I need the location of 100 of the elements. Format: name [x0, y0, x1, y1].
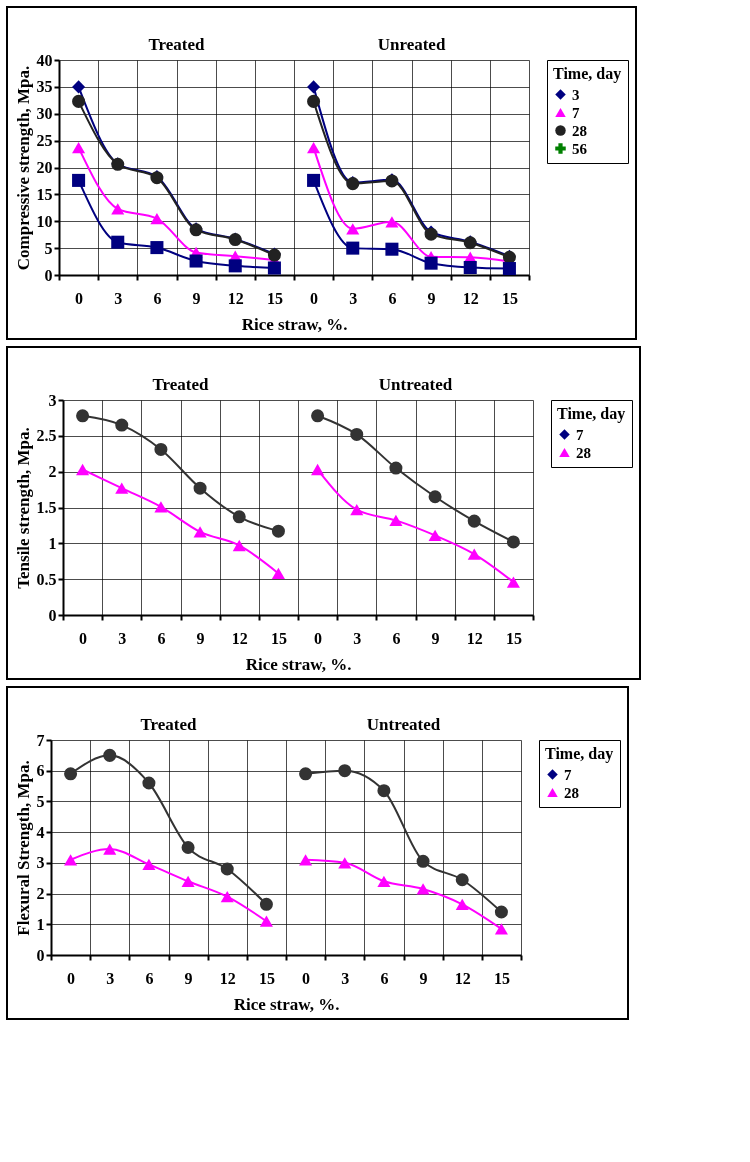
point [424, 256, 438, 270]
point [307, 80, 321, 94]
point [150, 241, 164, 255]
legend-label: 56 [572, 140, 588, 157]
x-tick-label: 0 [79, 629, 88, 647]
y-tick-label: 30 [36, 105, 53, 123]
text: Unreated [377, 35, 446, 54]
x-tick-label: 6 [145, 969, 154, 987]
point [455, 898, 469, 910]
point [377, 875, 391, 887]
point [115, 418, 129, 432]
y-tick-label: 1 [48, 534, 57, 552]
point [338, 857, 352, 869]
point [350, 427, 364, 441]
legend-title: Time, day [553, 65, 622, 83]
x-tick-label: 15 [258, 969, 275, 987]
y-tick-label: 2 [36, 885, 45, 903]
x-tick-label: 9 [184, 969, 193, 987]
point [307, 141, 321, 154]
y-tick-label: 0.5 [36, 570, 57, 588]
point [494, 905, 508, 919]
x-tick-label: 3 [349, 289, 358, 307]
y-tick-label: 3 [36, 854, 45, 872]
legend-label: 28 [572, 122, 587, 139]
y-axis-title: Tensile strength, Mpa. [13, 427, 33, 589]
point [307, 94, 321, 108]
text: Treated [148, 35, 206, 54]
x-tick-label: 3 [353, 629, 362, 647]
y-tick-label: 1.5 [36, 499, 57, 516]
x-tick-label: 0 [302, 969, 311, 987]
point [103, 748, 117, 762]
y-tick-label: 10 [36, 212, 53, 230]
x-tick-label: 15 [270, 629, 287, 647]
x-tick-label: 0 [314, 629, 323, 647]
x-axis-title: Rice straw, %. [233, 994, 340, 1014]
y-tick-label: 2.5 [36, 427, 57, 445]
text: Untreated [366, 715, 441, 734]
x-tick-label: 0 [67, 969, 76, 987]
point [76, 409, 90, 423]
point [350, 504, 364, 516]
point [181, 875, 195, 887]
y-tick-label: 3 [48, 391, 57, 409]
point [463, 260, 477, 274]
point [72, 94, 86, 108]
x-tick-label: 12 [219, 969, 236, 987]
y-tick-label: 1 [36, 915, 45, 933]
y-tick-label: 0 [48, 606, 57, 624]
y-tick-label: 5 [44, 239, 53, 257]
point [389, 514, 403, 527]
y-tick-label: 0 [44, 266, 53, 284]
point [259, 915, 273, 927]
point [228, 259, 242, 273]
point [115, 482, 129, 494]
x-axis-title: Rice straw, %. [241, 314, 348, 334]
x-tick-label: 9 [419, 969, 428, 987]
legend-title: Time, day [557, 405, 626, 423]
text: Untreated [378, 375, 453, 394]
point [307, 173, 321, 187]
point [311, 409, 325, 423]
x-tick-label: 6 [380, 969, 389, 987]
x-tick-label: 0 [75, 289, 84, 307]
point [467, 514, 481, 528]
point [416, 883, 430, 895]
point [311, 463, 325, 476]
point [181, 840, 195, 855]
y-axis-title: Compressive strength, Mpa. [13, 65, 33, 271]
y-tick-label: 15 [36, 185, 53, 203]
point [467, 548, 481, 560]
x-tick-label: 9 [192, 289, 201, 307]
point [267, 261, 281, 275]
point [428, 490, 442, 504]
point [72, 173, 86, 187]
point [220, 862, 234, 876]
point [220, 891, 234, 903]
x-tick-label: 12 [227, 289, 244, 307]
x-axis-title: Rice straw, %. [245, 654, 352, 674]
point [142, 776, 156, 790]
point [111, 235, 125, 249]
point [72, 80, 86, 94]
legend-label: 7 [572, 104, 580, 121]
x-tick-label: 15 [505, 629, 522, 647]
point [193, 526, 207, 538]
text: Treated [152, 375, 210, 394]
point [428, 529, 442, 542]
legend-label: 7 [564, 766, 572, 783]
x-tick-label: 3 [341, 969, 350, 987]
x-tick-label: 9 [427, 289, 436, 307]
point [346, 241, 360, 255]
point [389, 461, 403, 475]
x-tick-label: 3 [118, 629, 127, 647]
point [494, 923, 508, 935]
legend-label: 28 [576, 444, 591, 461]
point [506, 535, 520, 549]
y-tick-label: 35 [36, 78, 53, 96]
point [232, 510, 246, 524]
point [271, 524, 285, 538]
point [502, 262, 516, 276]
point [111, 203, 125, 215]
x-tick-label: 0 [310, 289, 319, 307]
legend-title: Time, day [545, 745, 614, 763]
